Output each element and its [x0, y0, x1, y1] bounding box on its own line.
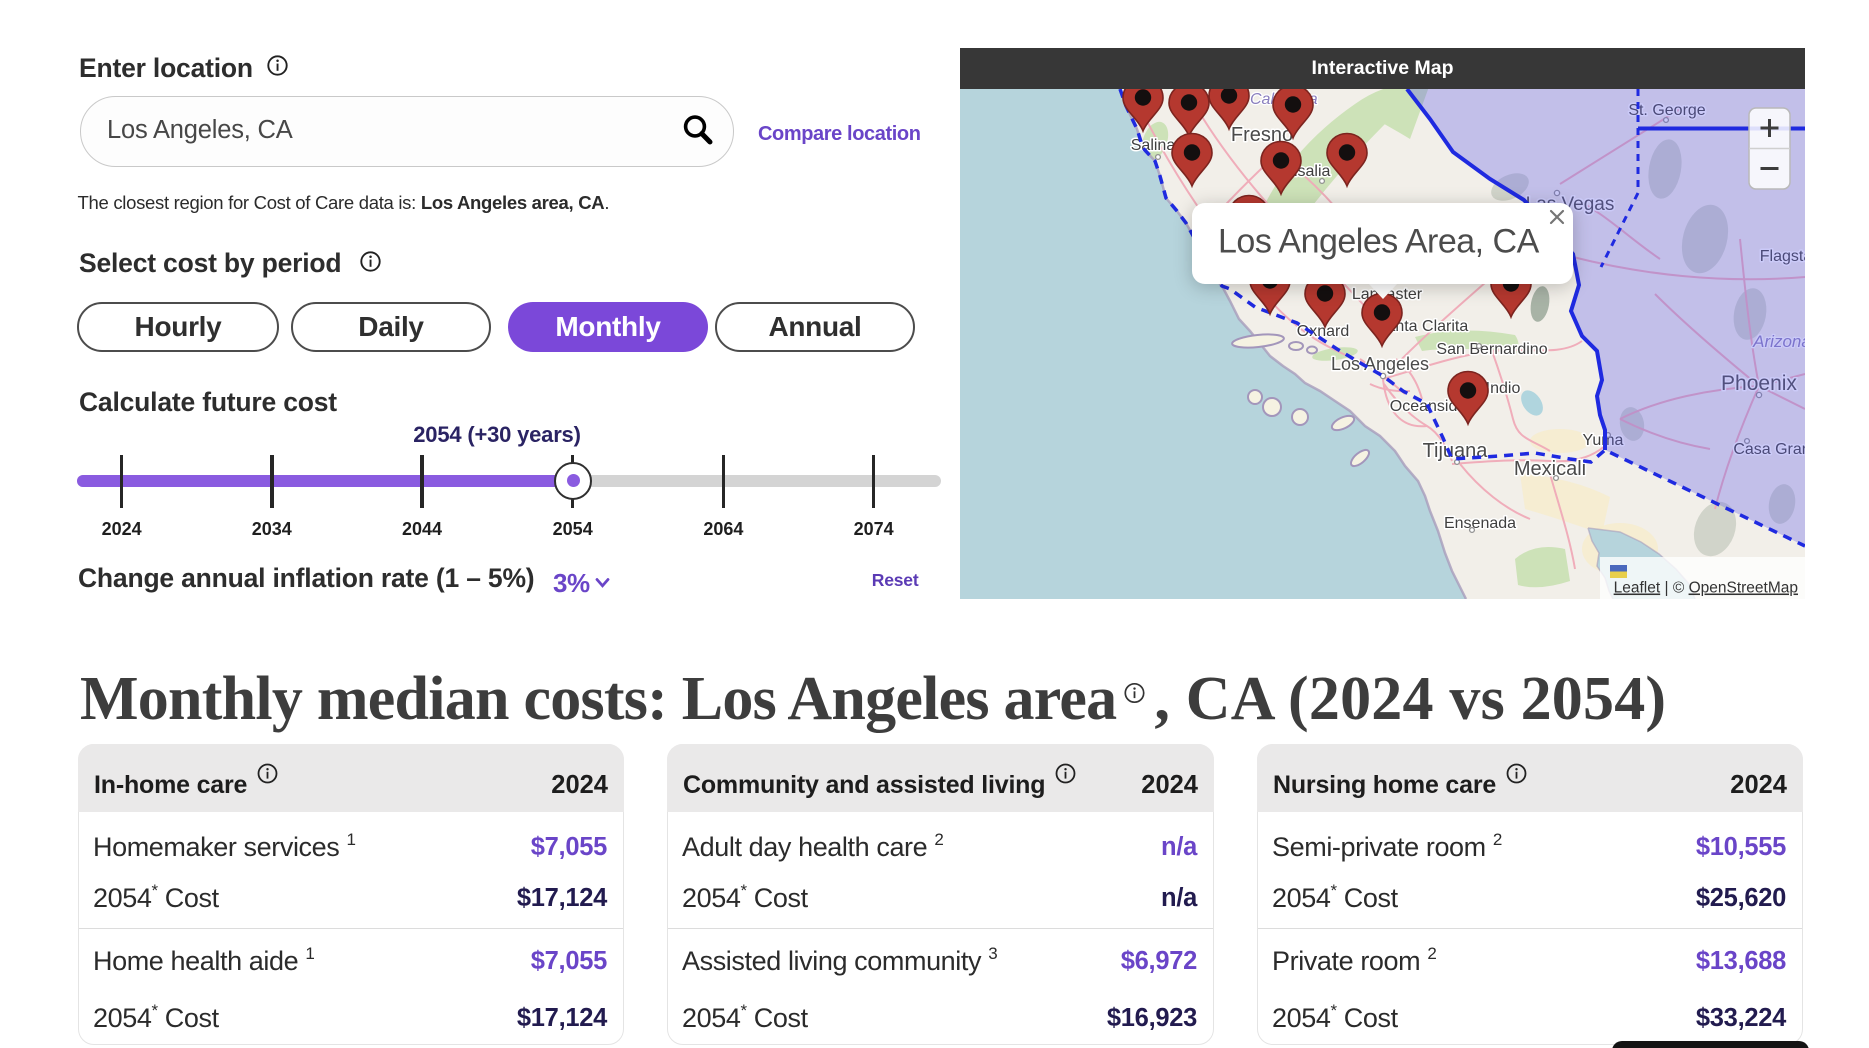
svg-text:St. George: St. George [1628, 102, 1705, 119]
svg-text:Los Angeles: Los Angeles [1331, 354, 1429, 374]
svg-text:Leaflet | © OpenStreetMap: Leaflet | © OpenStreetMap [1614, 579, 1798, 596]
svg-text:Indio: Indio [1486, 380, 1521, 397]
svg-text:San Bernardino: San Bernardino [1436, 341, 1547, 358]
svg-text:Los Angeles Area, CA: Los Angeles Area, CA [1218, 222, 1540, 260]
svg-text:Tijuana: Tijuana [1423, 440, 1489, 462]
svg-text:Arizona: Arizona [1752, 332, 1805, 351]
svg-text:Oxnard: Oxnard [1297, 323, 1349, 340]
svg-text:Fresno: Fresno [1231, 124, 1293, 146]
svg-text:Casa Gran: Casa Gran [1733, 441, 1805, 458]
svg-text:Mexicali: Mexicali [1514, 458, 1586, 480]
svg-text:Flagsta: Flagsta [1760, 248, 1805, 265]
svg-text:Ensenada: Ensenada [1444, 515, 1516, 532]
